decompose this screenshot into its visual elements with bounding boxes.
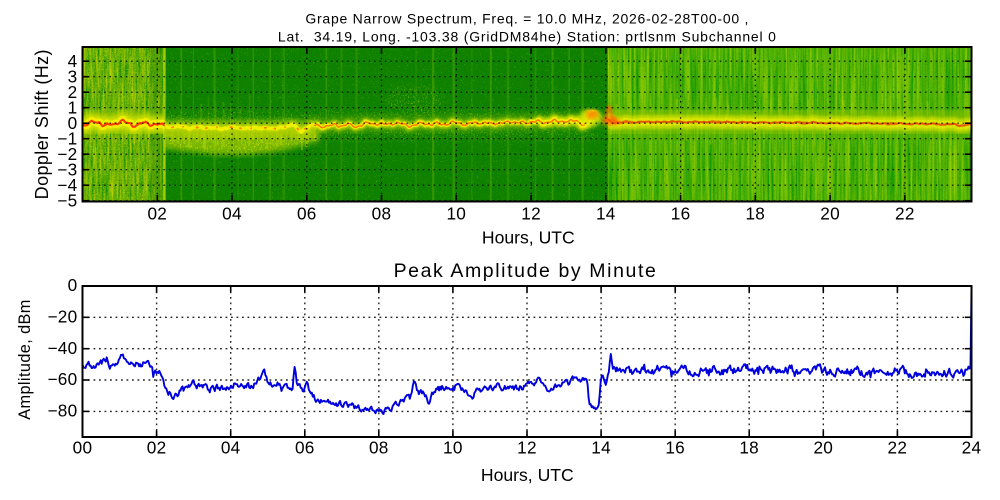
svg-text:Amplitude, dBm: Amplitude, dBm (16, 299, 34, 420)
svg-text:22: 22 (895, 204, 915, 224)
svg-text:3: 3 (68, 67, 78, 87)
svg-text:12: 12 (521, 204, 541, 224)
svg-text:Grape Narrow Spectrum, Freq. =: Grape Narrow Spectrum, Freq. = 10.0 MHz,… (305, 11, 749, 27)
svg-text:16: 16 (671, 204, 691, 224)
svg-text:04: 04 (221, 438, 241, 458)
svg-text:4: 4 (68, 51, 78, 71)
svg-text:−60: −60 (47, 369, 77, 389)
svg-text:16: 16 (665, 438, 685, 458)
svg-text:18: 18 (739, 438, 759, 458)
svg-text:0: 0 (68, 113, 78, 133)
svg-text:10: 10 (446, 204, 466, 224)
svg-text:02: 02 (147, 204, 167, 224)
svg-text:0: 0 (68, 275, 78, 295)
svg-text:06: 06 (297, 204, 317, 224)
svg-text:−5: −5 (57, 191, 77, 211)
svg-text:−40: −40 (47, 338, 77, 358)
svg-text:−3: −3 (57, 160, 77, 180)
svg-text:−20: −20 (47, 307, 77, 327)
svg-text:Hours, UTC: Hours, UTC (482, 228, 575, 248)
svg-text:2: 2 (68, 82, 78, 102)
svg-text:−1: −1 (57, 129, 77, 149)
svg-text:1: 1 (68, 98, 78, 118)
svg-text:20: 20 (813, 438, 833, 458)
svg-text:04: 04 (222, 204, 242, 224)
svg-text:18: 18 (745, 204, 765, 224)
svg-text:08: 08 (369, 438, 389, 458)
svg-text:00: 00 (73, 438, 93, 458)
svg-text:Peak Amplitude by Minute: Peak Amplitude by Minute (394, 260, 658, 282)
svg-text:Lat. 34.19, Long. -103.38 (Gr: Lat. 34.19, Long. -103.38 (GridDM84he) S… (278, 29, 777, 45)
svg-text:22: 22 (888, 438, 908, 458)
svg-text:24: 24 (962, 438, 982, 458)
svg-text:Hours, UTC: Hours, UTC (481, 465, 574, 485)
svg-text:14: 14 (596, 204, 616, 224)
svg-text:−80: −80 (47, 401, 77, 421)
svg-text:10: 10 (443, 438, 463, 458)
svg-text:Doppler Shift (Hz): Doppler Shift (Hz) (32, 49, 52, 199)
svg-text:−2: −2 (57, 144, 77, 164)
svg-text:−4: −4 (57, 175, 77, 195)
svg-text:06: 06 (295, 438, 315, 458)
svg-text:02: 02 (147, 438, 167, 458)
svg-text:12: 12 (517, 438, 537, 458)
svg-text:14: 14 (591, 438, 611, 458)
svg-text:08: 08 (372, 204, 392, 224)
svg-text:20: 20 (820, 204, 840, 224)
